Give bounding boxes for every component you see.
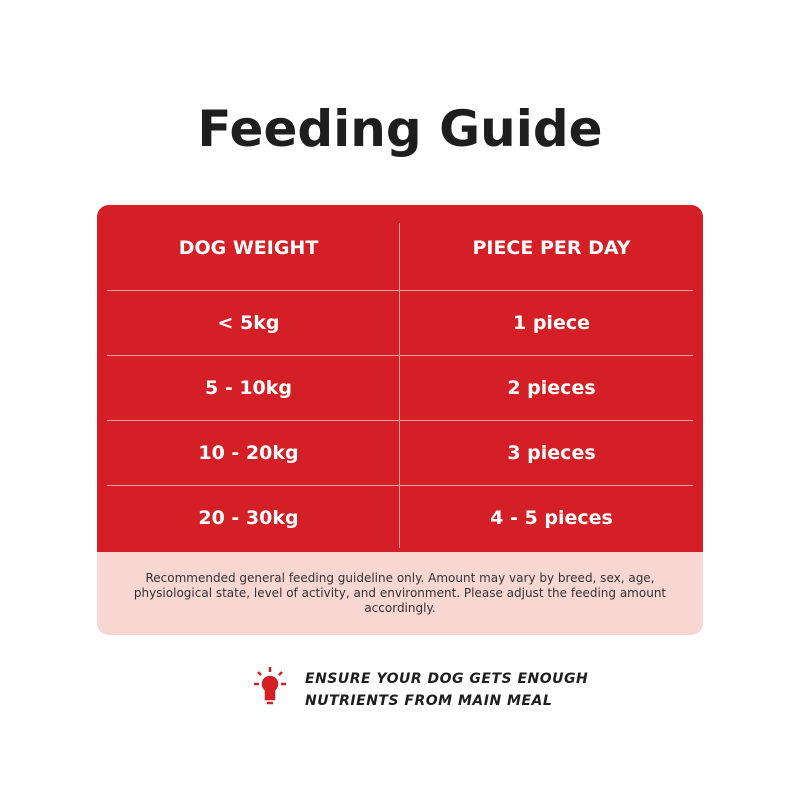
table-cell: 20 - 30kg bbox=[198, 507, 299, 529]
note: Recommended general feeding guideline on… bbox=[133, 571, 667, 615]
row-separator bbox=[107, 290, 693, 291]
row-separator bbox=[107, 355, 693, 356]
table-row: 10 - 20kg 3 pieces bbox=[97, 442, 703, 464]
tip: Ensure your dog gets enough nutrients fr… bbox=[305, 668, 588, 712]
table-cell: 3 pieces bbox=[507, 442, 596, 464]
table-row: < 5kg 1 piece bbox=[97, 312, 703, 334]
table-cell: 1 piece bbox=[513, 312, 590, 334]
column-header: DOG WEIGHT bbox=[178, 237, 319, 259]
title: Feeding Guide bbox=[197, 100, 603, 158]
divider bbox=[399, 223, 400, 548]
tip-line: nutrients from main meal bbox=[305, 693, 553, 709]
row-separator bbox=[107, 485, 693, 486]
bulb-icon bbox=[254, 667, 286, 705]
table-cell: 2 pieces bbox=[507, 377, 596, 399]
row-separator bbox=[107, 420, 693, 421]
table-row: 20 - 30kg 4 - 5 pieces bbox=[97, 507, 703, 529]
tip-line: Ensure your dog gets enough bbox=[305, 671, 589, 687]
header-row: DOG WEIGHT PIECE PER DAY bbox=[97, 237, 703, 259]
table-cell: < 5kg bbox=[217, 312, 280, 334]
table-row: 5 - 10kg 2 pieces bbox=[97, 377, 703, 399]
column-header: PIECE PER DAY bbox=[472, 237, 631, 259]
table-cell: 4 - 5 pieces bbox=[490, 507, 613, 529]
table: DOG WEIGHT PIECE PER DAY < 5kg 1 piece 5 - 1… bbox=[97, 205, 703, 552]
card: DOG WEIGHT PIECE PER DAY < 5kg 1 piece 5 - 1… bbox=[97, 205, 703, 635]
table-cell: 5 - 10kg bbox=[204, 377, 292, 399]
table-cell: 10 - 20kg bbox=[198, 442, 299, 464]
